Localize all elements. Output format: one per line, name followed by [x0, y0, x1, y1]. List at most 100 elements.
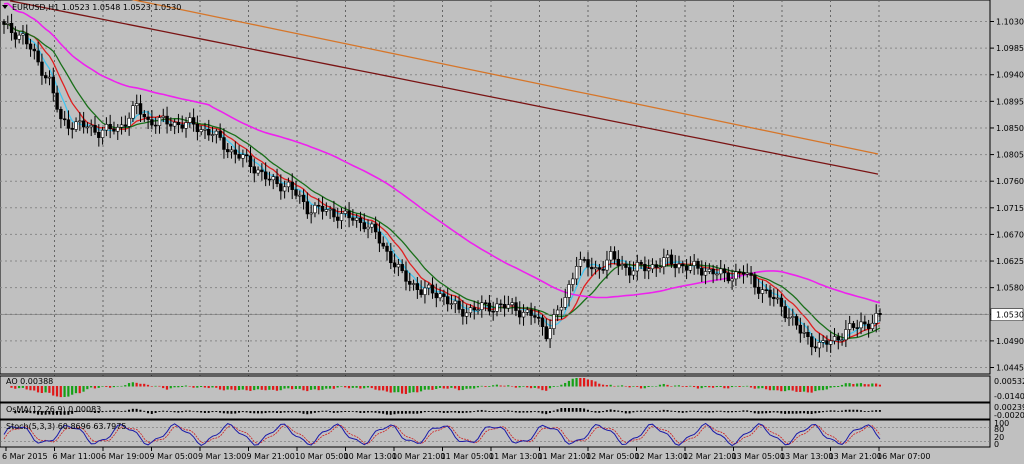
ao-bar [427, 386, 430, 390]
ao-bar [533, 386, 536, 388]
candle [574, 256, 579, 286]
ao-bar [25, 386, 28, 390]
candle [453, 296, 457, 314]
osma-bar [564, 408, 567, 412]
candle [529, 302, 533, 325]
osma-bar [689, 410, 692, 412]
osma-bar [731, 411, 734, 413]
ao-axis-top: 0.00532 [994, 377, 1024, 386]
ao-bar [347, 386, 351, 389]
osma-bar [397, 411, 400, 414]
osma-bar [427, 411, 430, 412]
candle [825, 335, 829, 352]
symbol-menu-icon[interactable] [2, 5, 8, 9]
ao-bar [416, 386, 419, 393]
ao-bar [294, 386, 297, 389]
candle [36, 41, 40, 66]
candle [351, 209, 355, 226]
ao-bar [753, 386, 756, 389]
candle [810, 333, 814, 356]
candle [476, 300, 480, 315]
osma-bar [571, 408, 574, 412]
candle [392, 253, 397, 274]
osma-bar [279, 411, 282, 414]
candle [271, 173, 275, 190]
ao-bar [852, 384, 855, 387]
ao-bar [162, 386, 165, 389]
ao-bar [541, 386, 544, 391]
candle [787, 308, 791, 327]
ao-bar [560, 384, 563, 387]
ao-bar [867, 384, 870, 387]
candle [172, 118, 177, 135]
osma-bar [431, 411, 434, 413]
price-tick-label: 1.0715 [996, 204, 1024, 213]
candle [138, 94, 143, 123]
ao-bar [757, 386, 760, 389]
osma-label: OsMA(12,26,9) 0.00083 [6, 405, 101, 414]
osma-bar [215, 411, 218, 412]
candle [358, 211, 363, 232]
osma-bar [647, 410, 650, 412]
ao-bar [643, 386, 646, 389]
ao-bar [632, 386, 635, 387]
osma-bar [522, 411, 525, 413]
candle [9, 13, 14, 41]
time-tick-label: 10 Mar 21:00 [392, 452, 445, 461]
ao-bar [279, 386, 282, 391]
candle [191, 108, 196, 132]
ao-bar [400, 386, 404, 394]
ao-bar [355, 386, 358, 388]
ao-bar [363, 386, 366, 389]
ao-bar [17, 386, 21, 389]
osma-bar [712, 411, 715, 413]
osma-bar [856, 409, 859, 412]
osma-bar [806, 411, 809, 414]
candle [760, 280, 765, 303]
ao-bar [802, 386, 806, 392]
candle [715, 265, 719, 281]
candle [309, 204, 313, 224]
osma-bar [135, 408, 138, 412]
ao-bar [93, 386, 97, 389]
candle [97, 124, 101, 147]
candle [711, 264, 715, 284]
candle [764, 284, 768, 294]
candle [745, 263, 749, 278]
candle [157, 114, 162, 134]
candle [44, 71, 48, 84]
ao-bar [859, 383, 863, 387]
candle [377, 222, 382, 253]
osma-bar [719, 410, 722, 412]
candle [434, 283, 439, 308]
ao-bar [704, 386, 707, 388]
ao-bar [791, 386, 794, 391]
osma-bar [439, 411, 442, 413]
ao-bar [344, 386, 347, 388]
stoch-main-line [3, 422, 881, 447]
time-tick-label: 11 Mar 13:00 [489, 452, 542, 461]
ao-bar [499, 385, 502, 387]
osma-bar [222, 411, 225, 414]
ao-bar [598, 383, 601, 387]
candle [313, 202, 317, 218]
ao-bar [742, 386, 745, 387]
osma-bar [74, 411, 77, 413]
candle [449, 294, 454, 310]
candle [248, 146, 253, 174]
candle [821, 335, 825, 348]
osma-histogram [14, 408, 881, 415]
time-tick-label: 13 Mar 21:00 [829, 452, 882, 461]
ao-bar [469, 386, 472, 389]
ao-bar [833, 386, 836, 388]
osma-bar [378, 411, 381, 414]
candle [214, 128, 219, 144]
candle [260, 163, 264, 181]
osma-bar [325, 410, 328, 412]
ao-bar [359, 386, 362, 389]
candle [347, 202, 351, 228]
osma-bar [446, 411, 449, 413]
candle [135, 94, 139, 115]
candle [756, 278, 761, 300]
candle [639, 259, 643, 269]
